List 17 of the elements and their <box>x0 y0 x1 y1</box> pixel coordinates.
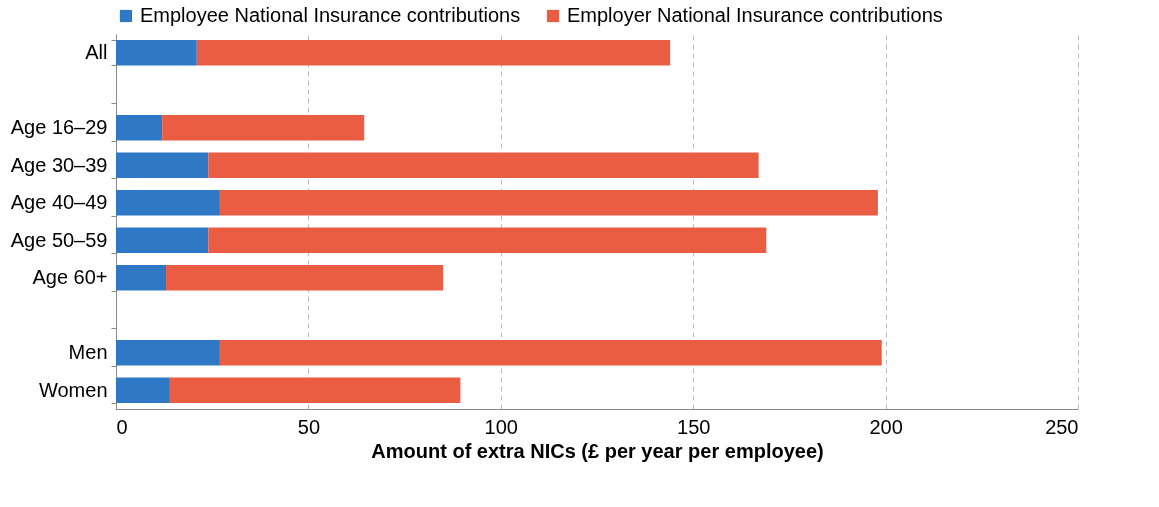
x-tick-label: 250 <box>1045 415 1079 438</box>
x-axis-title: Amount of extra NICs (£ per year per employee) <box>371 439 824 462</box>
y-tick-label: Age 16–29 <box>10 116 108 139</box>
y-tick-label: Age 40–49 <box>10 191 108 214</box>
x-tick-label: 0 <box>116 415 128 438</box>
y-tick-label: All <box>85 41 108 64</box>
x-tick-label: 150 <box>677 415 711 438</box>
x-tick-label: 200 <box>869 415 903 438</box>
y-tick-label: Age 50–59 <box>10 228 108 251</box>
x-tick-label: 50 <box>297 415 321 438</box>
y-tick-label: Men <box>68 341 108 364</box>
legend-label: Employee National Insurance contributions <box>140 4 521 26</box>
y-tick-label: Age 30–39 <box>10 153 108 176</box>
legend-label: Employer National Insurance contributions <box>567 4 943 26</box>
y-tick-label: Women <box>38 378 108 401</box>
y-tick-label: Age 60+ <box>32 266 108 289</box>
x-tick-label: 100 <box>484 415 518 438</box>
